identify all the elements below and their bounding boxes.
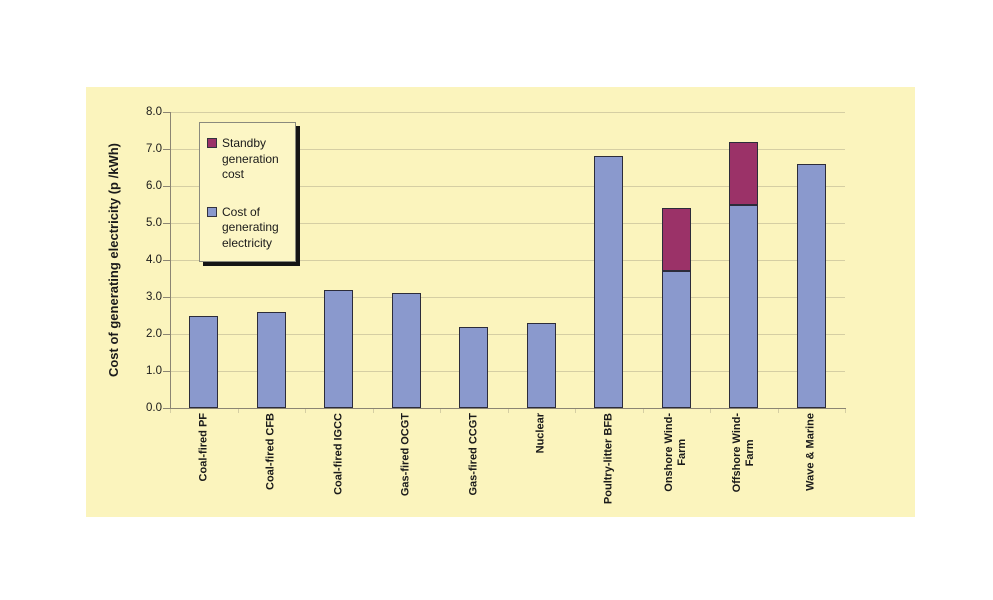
y-tick-label: 1.0 <box>146 365 162 377</box>
y-tick <box>163 223 170 224</box>
bar-generating-cost-segment <box>662 271 691 408</box>
legend-marker-standby <box>207 138 217 148</box>
gridline <box>171 260 845 261</box>
y-tick <box>163 297 170 298</box>
x-tick <box>508 409 509 413</box>
bar-generating-cost-segment <box>189 316 218 408</box>
gridline <box>171 112 845 113</box>
x-tick <box>305 409 306 413</box>
gridline <box>171 334 845 335</box>
y-tick <box>163 334 170 335</box>
x-category-label: Offshore Wind- Farm <box>731 413 756 493</box>
bar-generating-cost-segment <box>324 290 353 408</box>
y-axis-line <box>170 112 171 409</box>
y-tick-label: 5.0 <box>146 217 162 229</box>
x-category-label: Coal-fired IGCC <box>332 413 345 495</box>
gridline <box>171 297 845 298</box>
y-tick <box>163 408 170 409</box>
bar-standby-segment <box>729 142 758 205</box>
y-tick-label: 4.0 <box>146 254 162 266</box>
y-tick-label: 7.0 <box>146 143 162 155</box>
gridline <box>171 371 845 372</box>
x-tick <box>845 409 846 413</box>
x-category-label: Wave & Marine <box>804 413 817 491</box>
x-tick <box>643 409 644 413</box>
legend-marker-generating-cost <box>207 206 217 217</box>
x-category-label: Coal-fired PF <box>197 413 210 482</box>
legend-item-generating-cost: Cost of generating electricity <box>207 205 289 252</box>
legend: Standby generation cost Cost of generati… <box>199 122 296 262</box>
bar-generating-cost-segment <box>392 293 421 408</box>
gridline <box>171 149 845 150</box>
x-category-label: Poultry-litter BFB <box>602 413 615 505</box>
y-tick-label: 0.0 <box>146 402 162 414</box>
y-tick-label: 6.0 <box>146 180 162 192</box>
x-category-label: Gas-fired CCGT <box>467 413 480 496</box>
x-category-label: Nuclear <box>534 413 547 454</box>
x-tick <box>373 409 374 413</box>
legend-item-standby: Standby generation cost <box>207 136 289 183</box>
x-tick <box>238 409 239 413</box>
y-tick-label: 3.0 <box>146 291 162 303</box>
y-tick-label: 2.0 <box>146 328 162 340</box>
y-tick <box>163 371 170 372</box>
x-tick <box>710 409 711 413</box>
gridline <box>171 223 845 224</box>
y-tick <box>163 149 170 150</box>
gridline <box>171 186 845 187</box>
legend-label-generating-cost: Cost of generating electricity <box>222 204 279 250</box>
bar-generating-cost-segment <box>594 156 623 408</box>
x-category-label: Coal-fired CFB <box>264 413 277 490</box>
x-category-label: Onshore Wind- Farm <box>663 413 688 492</box>
bar-generating-cost-segment <box>527 323 556 408</box>
x-tick <box>575 409 576 413</box>
y-tick <box>163 186 170 187</box>
bar-standby-segment <box>662 208 691 271</box>
bar-generating-cost-segment <box>729 205 758 408</box>
y-tick <box>163 112 170 113</box>
x-axis-line <box>170 408 846 409</box>
legend-label-standby: Standby generation cost <box>222 136 279 181</box>
x-tick <box>440 409 441 413</box>
y-tick-label: 8.0 <box>146 106 162 118</box>
x-category-label: Gas-fired OCGT <box>399 413 412 497</box>
x-tick <box>778 409 779 413</box>
y-tick <box>163 260 170 261</box>
bar-generating-cost-segment <box>459 327 488 408</box>
bar-generating-cost-segment <box>797 164 826 408</box>
bar-generating-cost-segment <box>257 312 286 408</box>
x-tick <box>170 409 171 413</box>
